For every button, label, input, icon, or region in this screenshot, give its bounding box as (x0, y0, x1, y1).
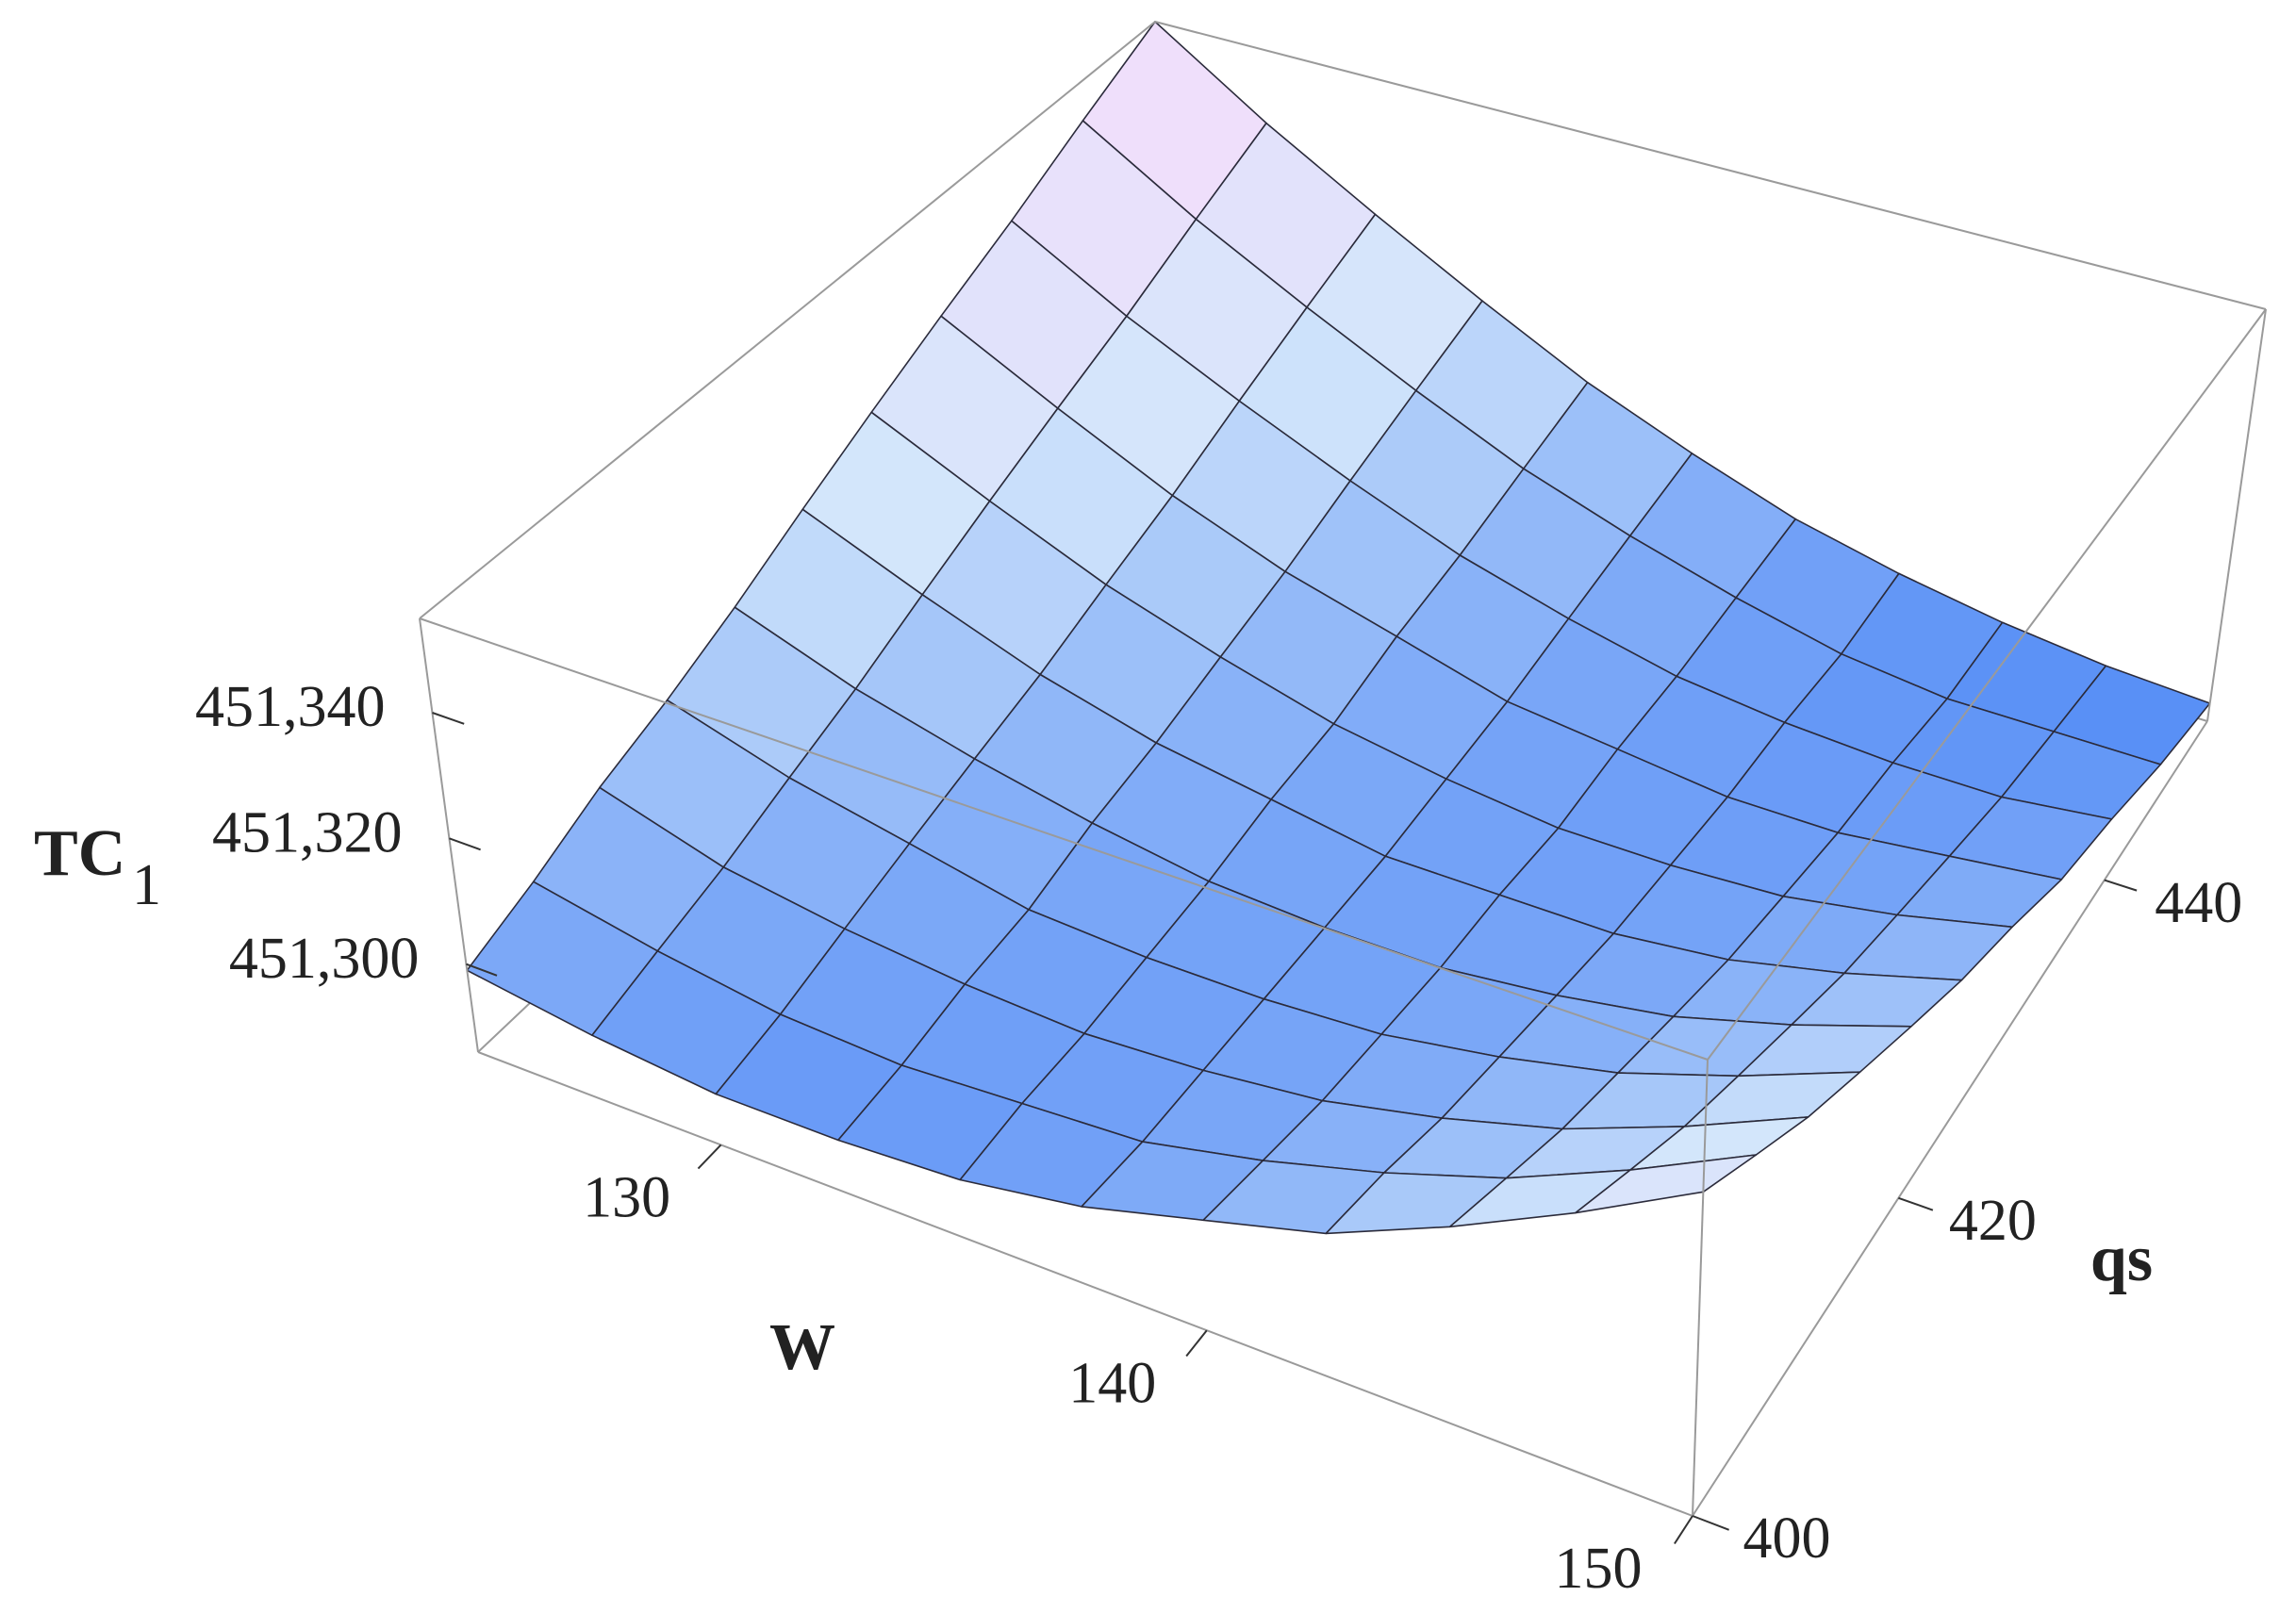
z-tick (449, 837, 481, 851)
box-front (419, 21, 2267, 1545)
box-edge (419, 617, 479, 1053)
z-axis-label: TC (34, 817, 125, 890)
x-tick (697, 1144, 722, 1170)
x-tick-label: 130 (583, 1166, 670, 1230)
z-tick-label: 451,320 (212, 801, 403, 865)
z-axis-label-subscript: 1 (132, 853, 161, 917)
box-edge (2206, 308, 2267, 722)
box-edge (1692, 720, 2208, 1517)
z-tick-label: 451,340 (195, 675, 386, 739)
y-tick-label: 440 (2155, 871, 2242, 935)
z-tick (432, 712, 465, 725)
y-tick (1692, 1515, 1729, 1531)
x-tick (1674, 1515, 1693, 1545)
x-tick-label: 150 (1555, 1537, 1643, 1601)
box-edge (419, 617, 1709, 1061)
labels: W qs TC 1 130 140 150 400 420 440 451,300 451,3… (34, 675, 2242, 1601)
surface (466, 21, 2211, 1235)
y-tick-label: 400 (1743, 1506, 1831, 1571)
y-tick (2104, 879, 2138, 892)
y-tick-label: 420 (1949, 1189, 2037, 1253)
z-tick (466, 963, 498, 977)
box-edge (1154, 21, 2267, 310)
y-tick (1898, 1196, 1934, 1211)
box-edge (477, 1051, 1693, 1517)
z-tick-label: 451,300 (229, 927, 420, 991)
x-tick-label: 140 (1068, 1351, 1156, 1415)
surface-cell (1575, 1154, 1758, 1214)
x-axis-label: W (769, 1311, 835, 1384)
x-tick (1185, 1329, 1208, 1358)
box-edge (1692, 1059, 1709, 1517)
box-edge (419, 21, 1156, 619)
box-edge (1707, 308, 2267, 1061)
y-axis-label: qs (2090, 1223, 2153, 1295)
